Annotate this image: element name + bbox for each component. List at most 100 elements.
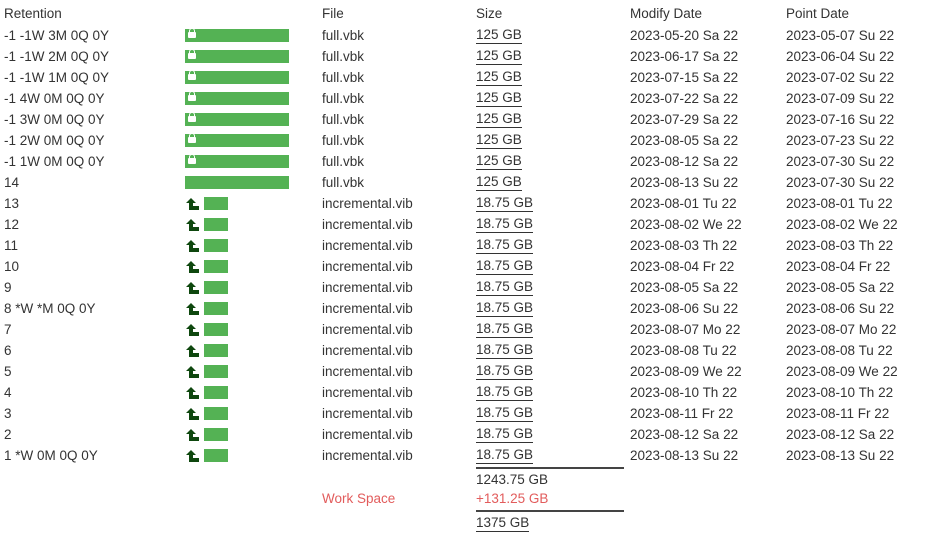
bar-cell — [185, 340, 322, 361]
subtotal-row: 1243.75 GB — [4, 466, 929, 488]
bar-cell — [185, 88, 322, 109]
level-up-arrow-icon — [185, 428, 199, 441]
size-link[interactable]: 18.75 GB — [476, 278, 534, 296]
size-link[interactable]: 125 GB — [476, 26, 522, 44]
file-cell: incremental.vib — [322, 405, 413, 421]
size-link[interactable]: 125 GB — [476, 152, 522, 170]
size-cell: 18.75 GB — [476, 363, 630, 380]
backup-bar — [185, 154, 289, 168]
modify-date-cell: 2023-08-12 Sa 22 — [630, 153, 739, 169]
size-cell: 18.75 GB — [476, 447, 630, 464]
lock-icon — [188, 49, 196, 59]
size-link[interactable]: 18.75 GB — [476, 194, 534, 212]
bar-cell — [185, 172, 322, 193]
table-row: 7 incremental.vib 18.75 GB 2023-08-07 Mo… — [4, 319, 929, 340]
total-size-link[interactable]: 1375 GB — [476, 514, 530, 532]
modify-date-cell: 2023-08-12 Sa 22 — [630, 426, 739, 442]
size-link[interactable]: 18.75 GB — [476, 446, 534, 464]
table-row: 12 incremental.vib 18.75 GB 2023-08-02 W… — [4, 214, 929, 235]
bar-cell — [185, 214, 322, 235]
size-link[interactable]: 125 GB — [476, 89, 522, 107]
backup-bar — [204, 259, 228, 273]
bar-cell — [185, 445, 322, 466]
point-date-cell: 2023-07-30 Su 22 — [786, 153, 895, 169]
point-date-cell: 2023-07-30 Su 22 — [786, 174, 895, 190]
table-header: Retention File Size Modify Date Point Da… — [4, 3, 929, 25]
table-row: 2 incremental.vib 18.75 GB 2023-08-12 Sa… — [4, 424, 929, 445]
lock-icon — [188, 112, 196, 122]
column-header-file: File — [322, 6, 344, 22]
file-cell: incremental.vib — [322, 363, 413, 379]
modify-date-cell: 2023-08-05 Sa 22 — [630, 279, 739, 295]
table-row: 3 incremental.vib 18.75 GB 2023-08-11 Fr… — [4, 403, 929, 424]
bar-cell — [185, 193, 322, 214]
retention-cell: 5 — [4, 363, 12, 379]
bar-cell — [185, 361, 322, 382]
point-date-cell: 2023-08-01 Tu 22 — [786, 195, 893, 211]
size-cell: 18.75 GB — [476, 237, 630, 254]
size-cell: 18.75 GB — [476, 342, 630, 359]
file-cell: incremental.vib — [322, 258, 413, 274]
bar-cell — [185, 130, 322, 151]
column-header-retention: Retention — [4, 6, 62, 22]
modify-date-cell: 2023-08-08 Tu 22 — [630, 342, 737, 358]
retention-cell: 13 — [4, 195, 20, 211]
size-link[interactable]: 18.75 GB — [476, 383, 534, 401]
size-link[interactable]: 18.75 GB — [476, 299, 534, 317]
backup-bar — [204, 280, 228, 294]
bar-cell — [185, 319, 322, 340]
lock-icon — [188, 154, 196, 164]
size-cell: 125 GB — [476, 132, 630, 149]
size-link[interactable]: 18.75 GB — [476, 215, 534, 233]
modify-date-cell: 2023-08-13 Su 22 — [630, 447, 739, 463]
retention-cell: -1 4W 0M 0Q 0Y — [4, 90, 105, 106]
bar-cell — [185, 109, 322, 130]
lock-icon — [188, 28, 196, 38]
point-date-cell: 2023-07-09 Su 22 — [786, 90, 895, 106]
size-link[interactable]: 18.75 GB — [476, 341, 534, 359]
level-up-arrow-icon — [185, 407, 199, 420]
level-up-arrow-icon — [185, 449, 199, 462]
size-cell: 125 GB — [476, 48, 630, 65]
retention-cell: 2 — [4, 426, 12, 442]
workspace-label: Work Space — [322, 491, 396, 506]
backup-bar — [204, 322, 228, 336]
file-cell: incremental.vib — [322, 237, 413, 253]
size-link[interactable]: 125 GB — [476, 110, 522, 128]
point-date-cell: 2023-08-04 Fr 22 — [786, 258, 891, 274]
bar-cell — [185, 235, 322, 256]
modify-date-cell: 2023-08-02 We 22 — [630, 216, 742, 232]
file-cell: incremental.vib — [322, 384, 413, 400]
level-up-arrow-icon — [185, 239, 199, 252]
point-date-cell: 2023-08-05 Sa 22 — [786, 279, 895, 295]
size-link[interactable]: 125 GB — [476, 47, 522, 65]
backup-bar — [204, 448, 228, 462]
modify-date-cell: 2023-06-17 Sa 22 — [630, 48, 739, 64]
lock-icon — [188, 70, 196, 80]
bar-cell — [185, 382, 322, 403]
retention-cell: 7 — [4, 321, 12, 337]
size-link[interactable]: 18.75 GB — [476, 404, 534, 422]
size-link[interactable]: 18.75 GB — [476, 425, 534, 443]
size-link[interactable]: 18.75 GB — [476, 236, 534, 254]
retention-cell: 8 *W *M 0Q 0Y — [4, 300, 96, 316]
level-up-arrow-icon — [185, 386, 199, 399]
size-link[interactable]: 18.75 GB — [476, 320, 534, 338]
size-link[interactable]: 125 GB — [476, 68, 522, 86]
retention-cell: 12 — [4, 216, 20, 232]
size-link[interactable]: 18.75 GB — [476, 362, 534, 380]
backup-bar — [204, 385, 228, 399]
file-cell: full.vbk — [322, 48, 365, 64]
size-link[interactable]: 125 GB — [476, 131, 522, 149]
size-cell: 18.75 GB — [476, 279, 630, 296]
retention-cell: -1 1W 0M 0Q 0Y — [4, 153, 105, 169]
point-date-cell: 2023-08-08 Tu 22 — [786, 342, 893, 358]
size-cell: 125 GB — [476, 111, 630, 128]
bar-cell — [185, 67, 322, 88]
table-row: 10 incremental.vib 18.75 GB 2023-08-04 F… — [4, 256, 929, 277]
file-cell: full.vbk — [322, 69, 365, 85]
size-link[interactable]: 125 GB — [476, 173, 522, 191]
bar-cell — [185, 403, 322, 424]
backup-bar — [185, 91, 289, 105]
size-link[interactable]: 18.75 GB — [476, 257, 534, 275]
